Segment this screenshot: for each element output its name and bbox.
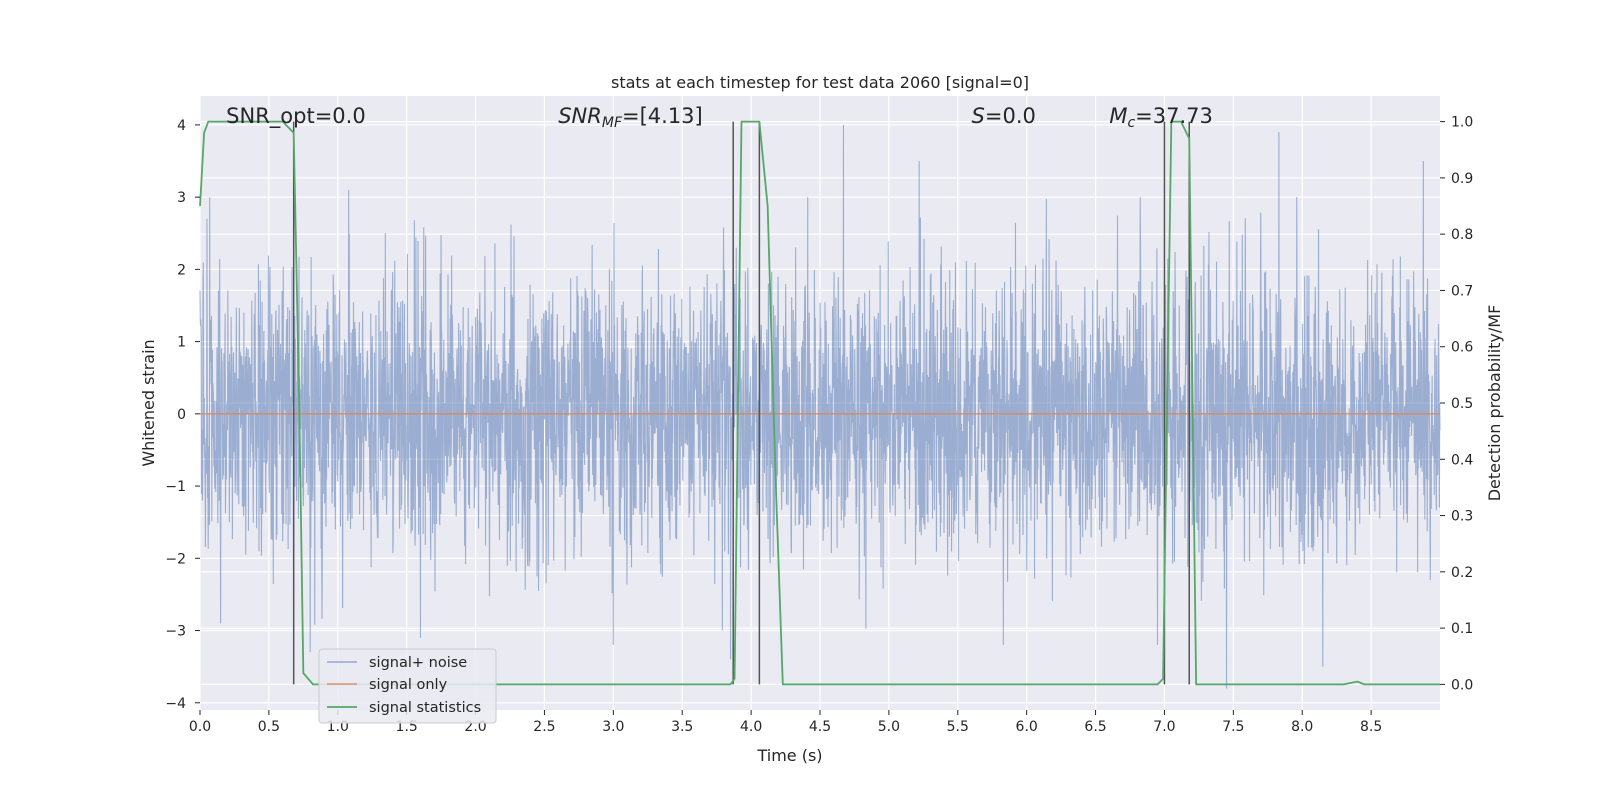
- x-tick-label: 6.0: [1016, 719, 1038, 735]
- annotation-chirp-mass: Mc=37.73: [1109, 104, 1213, 131]
- statistics-series: [199, 120, 1440, 686]
- x-tick-label: 4.5: [809, 719, 831, 735]
- x-tick-label: 0.5: [258, 719, 280, 735]
- x-tick-label: 4.0: [740, 719, 762, 735]
- y2-tick-label: 0.0: [1451, 677, 1473, 693]
- x-tick-label: 8.0: [1291, 719, 1313, 735]
- y2-tick-label: 0.5: [1451, 396, 1473, 412]
- y-tick-label: 2: [177, 262, 186, 278]
- x-tick-label: 2.5: [533, 719, 555, 735]
- x-tick-label: 3.0: [602, 719, 624, 735]
- y-tick-label: −3: [165, 624, 186, 640]
- y-tick-label: 0: [177, 407, 186, 423]
- x-tick-label: 8.5: [1360, 719, 1382, 735]
- y2-tick-label: 1.0: [1451, 115, 1473, 131]
- y2-tick-label: 0.3: [1451, 509, 1473, 525]
- y2-tick-label: 0.4: [1451, 452, 1473, 468]
- annotation-snr-mf: SNRMF=[4.13]: [558, 104, 703, 131]
- statistics-line: [199, 120, 1440, 686]
- legend: signal+ noise signal only signal statist…: [318, 648, 497, 724]
- y2-tick-label: 0.7: [1451, 283, 1473, 299]
- y2-tick-label: 0.8: [1451, 227, 1473, 243]
- ticks: 0.0 0.5 1.0 1.5 2.0 2.5 3.0 3.5 4.0 4.5 5.0 5.5 6.0 6…: [165, 115, 1473, 735]
- y2-tick-label: 0.9: [1451, 171, 1473, 187]
- x-tick-label: 5.0: [878, 719, 900, 735]
- y-tick-label: −1: [165, 479, 186, 495]
- vertical-lines: [292, 121, 1190, 685]
- legend-label-signal: signal only: [369, 677, 448, 693]
- y2-tick-label: 0.6: [1451, 340, 1473, 356]
- legend-label-statistics: signal statistics: [369, 700, 481, 716]
- y-tick-label: −4: [165, 696, 186, 712]
- y-tick-label: 4: [177, 118, 186, 134]
- chart-title: stats at each timestep for test data 206…: [611, 73, 1029, 92]
- legend-label-noise: signal+ noise: [369, 655, 467, 671]
- y2-tick-label: 0.2: [1451, 565, 1473, 581]
- x-tick-label: 3.5: [671, 719, 693, 735]
- x-tick-label: 6.5: [1084, 719, 1106, 735]
- x-tick-label: 7.5: [1222, 719, 1244, 735]
- noise-line: [199, 124, 1441, 689]
- annotation-s-stat: S=0.0: [972, 104, 1036, 128]
- x-tick-label: 5.5: [947, 719, 969, 735]
- annotations: SNR_opt=0.0 SNRMF=[4.13] S=0.0 Mc=37.73: [226, 104, 1213, 131]
- x-axis-label: Time (s): [756, 746, 822, 765]
- y-axis-label: Whitened strain: [139, 339, 158, 466]
- y-tick-label: 1: [177, 335, 186, 351]
- x-tick-label: 0.0: [189, 719, 211, 735]
- noise-series: [199, 124, 1441, 689]
- y2-axis-label: Detection probability/MF: [1485, 305, 1504, 502]
- x-tick-label: 7.0: [1153, 719, 1175, 735]
- y-tick-label: −2: [165, 551, 186, 567]
- legend-box: [318, 648, 497, 724]
- y-tick-label: 3: [177, 190, 186, 206]
- y2-tick-label: 0.1: [1451, 621, 1473, 637]
- annotation-snr-opt: SNR_opt=0.0: [226, 104, 366, 129]
